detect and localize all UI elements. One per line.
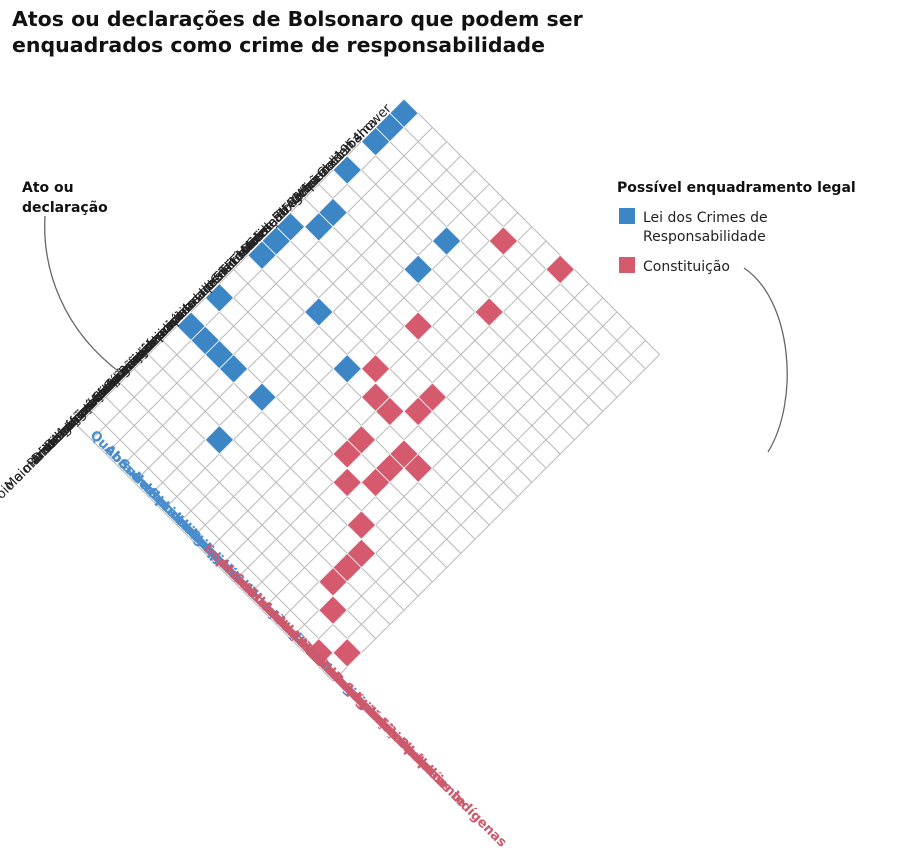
grid-line-col xyxy=(133,155,462,483)
rows-label-line-1: Ato ou xyxy=(22,180,74,196)
grid-line-row xyxy=(91,411,348,668)
column-label: Demarcação de terras indígenas xyxy=(328,669,510,851)
grid-line-row xyxy=(332,169,589,426)
grid-line-row xyxy=(204,297,462,554)
filled-cells xyxy=(176,98,575,668)
title-line-1: Atos ou declarações de Bolsonaro que pod… xyxy=(12,7,583,31)
row-label: Meio ambiente xyxy=(2,414,82,494)
grid-line-col xyxy=(148,169,476,497)
cell-filled xyxy=(360,126,391,157)
cell-filled xyxy=(304,212,334,242)
rows-leader-curve xyxy=(44,215,123,375)
cell-filled xyxy=(247,382,277,412)
cell-filled xyxy=(304,297,334,327)
legend-label-lei-line-2: Responsabilidade xyxy=(643,229,766,245)
cell-filled xyxy=(403,311,433,341)
grid-line-row xyxy=(318,183,575,441)
cell-filled xyxy=(403,453,433,483)
legend-label-constituicao: Constituição xyxy=(643,259,730,275)
cell-filled xyxy=(204,283,235,313)
cell-filled xyxy=(332,638,362,668)
grid-line-col xyxy=(105,127,433,455)
cell-filled xyxy=(474,297,504,327)
cell-filled xyxy=(218,354,249,384)
cell-filled xyxy=(545,254,575,285)
cell-filled xyxy=(318,595,348,625)
legend-leader-curve xyxy=(743,267,788,453)
legend-label-lei-line-1: Lei dos Crimes de xyxy=(643,210,768,226)
grid-line-col xyxy=(91,112,419,441)
cell-filled xyxy=(360,467,391,498)
grid-line-col xyxy=(261,283,589,611)
grid-line-col xyxy=(77,98,405,426)
cell-filled xyxy=(332,467,362,498)
cell-filled xyxy=(403,396,433,427)
cell-filled xyxy=(360,354,391,384)
cell-filled xyxy=(332,354,362,384)
cell-filled xyxy=(488,226,519,256)
grid-line-row xyxy=(275,226,533,483)
title-line-2: enquadrados como crime de responsabilida… xyxy=(12,33,545,57)
cell-filled xyxy=(247,240,277,270)
cell-filled xyxy=(304,638,334,668)
cell-filled xyxy=(346,510,377,540)
grid-line-col xyxy=(119,141,447,469)
grid-line-row xyxy=(219,283,476,540)
grid-line-col xyxy=(318,340,646,668)
grid-line-row xyxy=(346,155,604,412)
grid-line-col xyxy=(247,269,575,597)
cell-filled xyxy=(204,425,235,455)
cell-filled xyxy=(403,254,433,285)
grid-line-col xyxy=(332,354,660,682)
legend-swatch-lei xyxy=(619,208,635,224)
legend-swatch-constituicao xyxy=(619,257,635,273)
page-title: Atos ou declarações de Bolsonaro que pod… xyxy=(12,6,612,58)
grid-line-row xyxy=(77,425,334,682)
grid-line-row xyxy=(361,141,618,398)
rows-label-line-2: declaração xyxy=(22,200,108,216)
grid-line-col xyxy=(304,325,632,654)
cell-filled xyxy=(332,155,362,185)
grid-line-row xyxy=(403,98,660,355)
cell-filled xyxy=(375,396,405,427)
cell-filled xyxy=(431,226,462,256)
legend-title: Possível enquadramento legal xyxy=(617,180,856,196)
